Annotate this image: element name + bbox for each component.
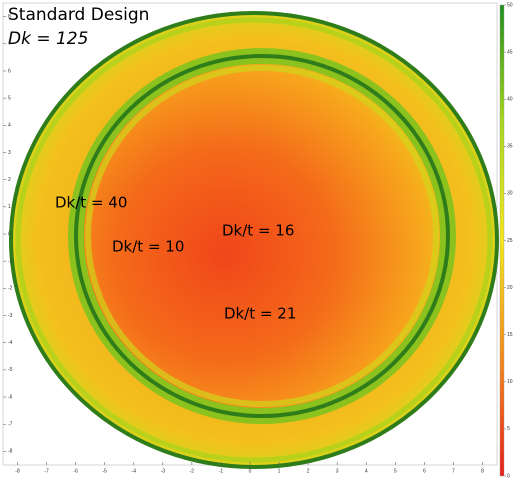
y-tick-label: 5 (8, 95, 11, 101)
annotation: Dk/t = 21 (224, 305, 296, 323)
colorbar-tick-label: 15 (507, 332, 513, 338)
y-tick-label: -5 (8, 367, 13, 373)
annotation: Dk/t = 40 (55, 194, 127, 212)
x-tick-label: -1 (219, 468, 224, 474)
colorbar (499, 4, 505, 477)
x-tick-label: -4 (132, 468, 137, 474)
chart-subtitle: Dk = 125 (8, 29, 88, 49)
x-tick-label: -5 (102, 468, 107, 474)
x-tick-label: -2 (190, 468, 195, 474)
colorbar-tick-label: 50 (507, 2, 513, 8)
y-tick-label: 0 (8, 231, 11, 237)
x-tick-label: 8 (481, 468, 484, 474)
colorbar-tick-label: 25 (507, 238, 513, 244)
y-tick-label: 3 (8, 150, 11, 156)
y-tick-label: -3 (8, 313, 13, 319)
x-tick-label: 7 (452, 468, 455, 474)
x-tick-label: 0 (249, 468, 252, 474)
annotation: Dk/t = 16 (222, 222, 294, 240)
y-tick-label: -1 (8, 259, 13, 265)
colorbar-tick-label: 40 (507, 97, 513, 103)
y-tick-label: 6 (8, 68, 11, 74)
heatmap (9, 11, 499, 469)
x-tick-label: 3 (336, 468, 339, 474)
y-tick-label: 7 (8, 41, 11, 47)
colorbar-tick-label: 10 (507, 379, 513, 385)
y-tick-label: -6 (8, 394, 13, 400)
y-tick-label: 8 (8, 14, 11, 20)
colorbar-tick-label: 20 (507, 285, 513, 291)
x-tick-label: 5 (394, 468, 397, 474)
colorbar-tick-label: 0 (507, 473, 510, 479)
x-tick-label: 6 (423, 468, 426, 474)
colorbar-tick-label: 35 (507, 144, 513, 150)
colorbar-tick-label: 45 (507, 49, 513, 55)
y-tick-label: 4 (8, 123, 11, 129)
y-tick-label: -7 (8, 422, 13, 428)
y-tick-label: -8 (8, 449, 13, 455)
colorbar-tick-label: 30 (507, 191, 513, 197)
annotation: Dk/t = 10 (112, 238, 184, 256)
x-tick-label: -7 (44, 468, 49, 474)
y-tick-label: 2 (8, 177, 11, 183)
y-tick-label: -4 (8, 340, 13, 346)
x-tick-label: 2 (307, 468, 310, 474)
x-tick-label: -3 (161, 468, 166, 474)
x-tick-label: -8 (15, 468, 20, 474)
y-tick-label: -2 (8, 286, 13, 292)
x-tick-label: 1 (278, 468, 281, 474)
x-tick-label: 4 (365, 468, 368, 474)
x-tick-label: -6 (73, 468, 78, 474)
chart-title: Standard Design (8, 5, 149, 25)
y-tick-label: 1 (8, 204, 11, 210)
colorbar-tick-label: 5 (507, 426, 510, 432)
